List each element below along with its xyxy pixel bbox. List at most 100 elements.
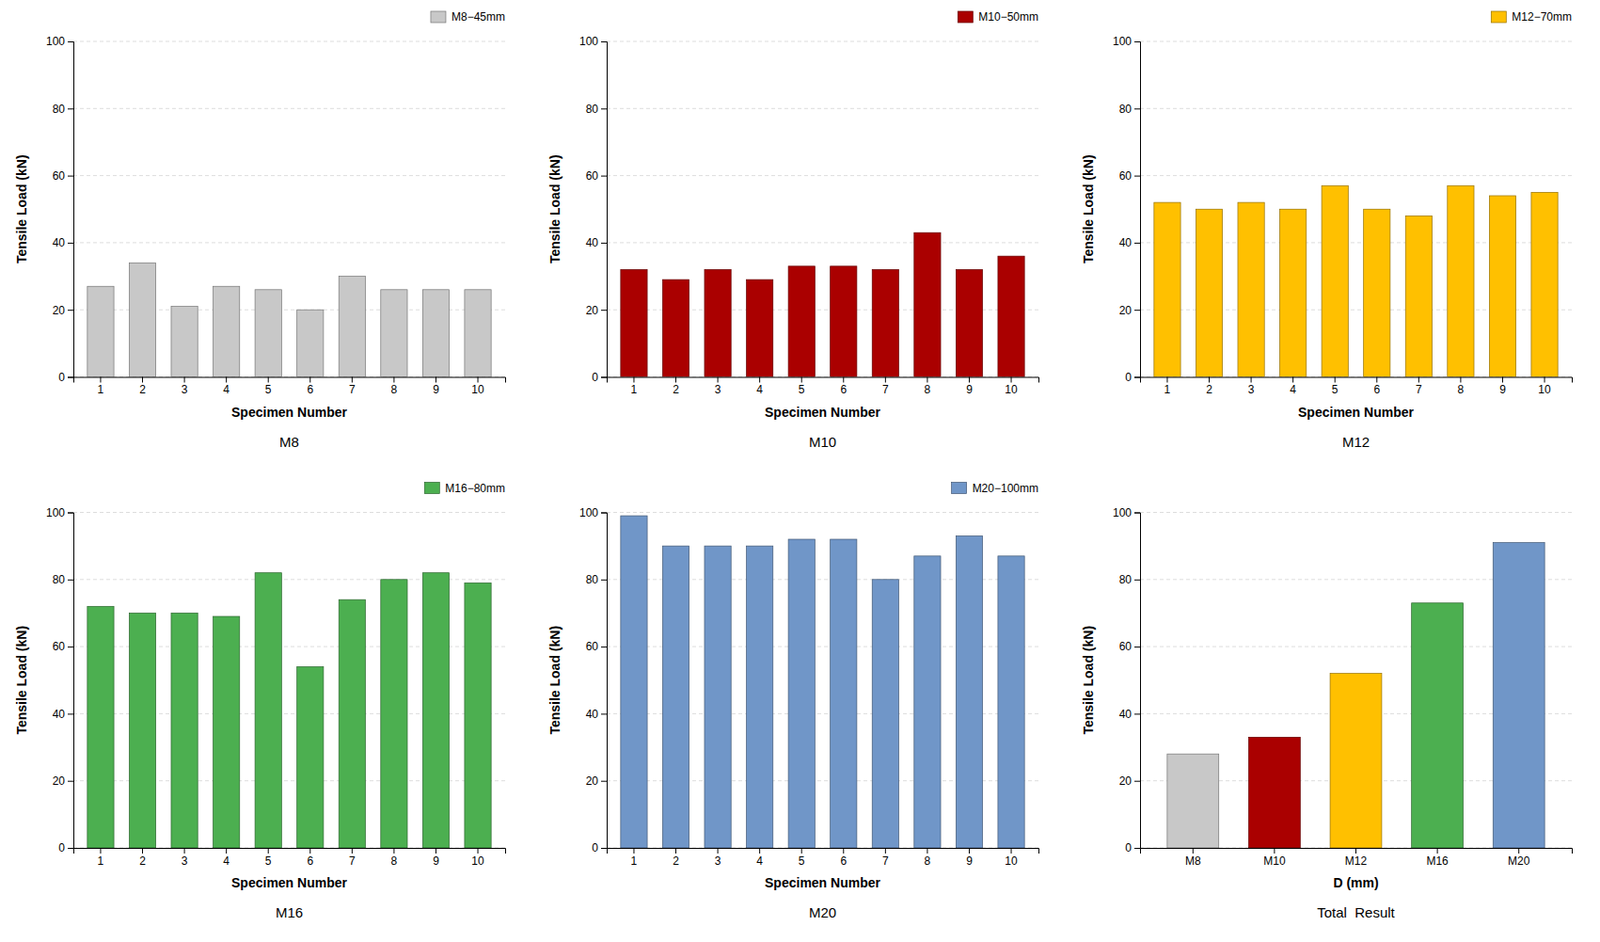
tick-mark (225, 847, 227, 854)
tick-mark (885, 847, 887, 854)
tick: 7 (1415, 377, 1423, 397)
tick-label: 40 (52, 707, 66, 721)
tick-label: 9 (1499, 382, 1506, 397)
tick-label: 8 (1457, 382, 1465, 397)
tick: 60 (52, 639, 74, 653)
tick-mark (601, 309, 607, 311)
bar (662, 545, 689, 848)
tick-mark (601, 780, 607, 782)
bar (788, 266, 815, 378)
tick-label: 5 (1331, 382, 1339, 397)
tick-label: 0 (58, 840, 65, 855)
bar (704, 269, 731, 377)
bars (1154, 185, 1558, 377)
tick: 9 (966, 847, 973, 868)
x-axis: 12345678910 (607, 847, 1040, 868)
tick: 20 (586, 774, 607, 788)
tick-mark (675, 847, 677, 854)
tick-mark (1502, 377, 1504, 383)
tick-label: 6 (306, 382, 314, 397)
chart-title: Total Result (1316, 903, 1395, 920)
bar (380, 579, 408, 848)
legend-item: M12−70mm (1490, 10, 1572, 24)
tick-label: 6 (1373, 382, 1380, 397)
y-axis-label: Tensile Load (kN) (14, 154, 30, 264)
tick: 5 (265, 847, 272, 868)
tick-mark (801, 377, 803, 383)
panel: 02040608010012345678910Specimen NumberTe… (14, 10, 507, 450)
tick-mark (1134, 512, 1141, 514)
tick-label: 10 (471, 382, 485, 397)
axis-line (67, 42, 75, 379)
tick: 0 (591, 840, 607, 855)
tick-label: 2 (1205, 382, 1213, 397)
legend: M16−80mm (424, 481, 506, 495)
tick-label: 1 (631, 382, 638, 397)
tick: 0 (591, 370, 607, 384)
tick: 0 (1124, 840, 1141, 855)
legend-label: M12−70mm (1511, 10, 1572, 24)
legend-item: M16−80mm (424, 481, 506, 495)
tick-mark (1166, 377, 1168, 383)
tick-label: 9 (966, 382, 973, 397)
tick-label: 20 (52, 303, 66, 317)
legend-label: M8−45mm (451, 10, 506, 24)
grid-line (73, 511, 506, 513)
tick-label: 80 (1119, 102, 1133, 116)
tick-label: 60 (586, 639, 600, 653)
tick: 80 (586, 102, 607, 116)
grid-line (73, 108, 506, 110)
tick-mark (601, 108, 607, 110)
tick: M8 (1185, 847, 1202, 868)
panel: 02040608010012345678910Specimen NumberTe… (547, 10, 1040, 450)
tick-mark (601, 512, 607, 514)
y-axis-label: Tensile Load (kN) (1080, 625, 1096, 735)
bar (380, 289, 408, 378)
bar (1411, 602, 1464, 848)
y-axis: 020406080100 (579, 506, 608, 855)
tick: 3 (714, 847, 722, 868)
tick-mark (1011, 847, 1013, 854)
tick: 4 (222, 377, 230, 397)
tick: 2 (139, 377, 146, 397)
legend-label: M16−80mm (444, 481, 506, 495)
tick-label: 10 (1004, 854, 1018, 868)
tick-label: 100 (579, 34, 599, 48)
tick-mark (99, 847, 101, 854)
x-axis-label: Specimen Number (231, 404, 348, 420)
tick-mark (968, 377, 970, 383)
chart-title: M8 (279, 433, 300, 450)
grid (73, 41, 506, 378)
bar (338, 599, 365, 848)
tick-mark (1292, 377, 1294, 383)
tick-mark (1376, 377, 1378, 383)
bar (1248, 736, 1300, 848)
tick-label: 20 (586, 774, 600, 788)
tick-label: 60 (1119, 639, 1133, 653)
tick-label: 100 (1112, 34, 1132, 48)
tick: 6 (1373, 377, 1380, 397)
tick-label: M20 (1507, 854, 1531, 868)
tick-label: 7 (882, 382, 889, 397)
grid-line (73, 41, 506, 43)
bar (1447, 185, 1474, 377)
bar (1321, 185, 1348, 377)
tick: M12 (1345, 847, 1368, 868)
tick: 9 (966, 377, 973, 397)
grid (606, 41, 1039, 378)
bars (620, 232, 1025, 377)
tick: 80 (1119, 572, 1141, 587)
tick: 20 (1119, 303, 1141, 317)
tick-mark (1192, 847, 1194, 854)
tick-mark (67, 108, 74, 110)
tick: 100 (46, 34, 74, 48)
axis-line (1134, 42, 1141, 379)
tick-mark (67, 780, 74, 782)
y-axis: 020406080100 (46, 506, 75, 855)
bar (1330, 673, 1382, 848)
tick-mark (1251, 377, 1252, 383)
x-axis: 12345678910 (607, 377, 1040, 397)
tick-mark (601, 242, 607, 244)
bar (1195, 208, 1222, 377)
tick-label: 2 (672, 854, 680, 868)
